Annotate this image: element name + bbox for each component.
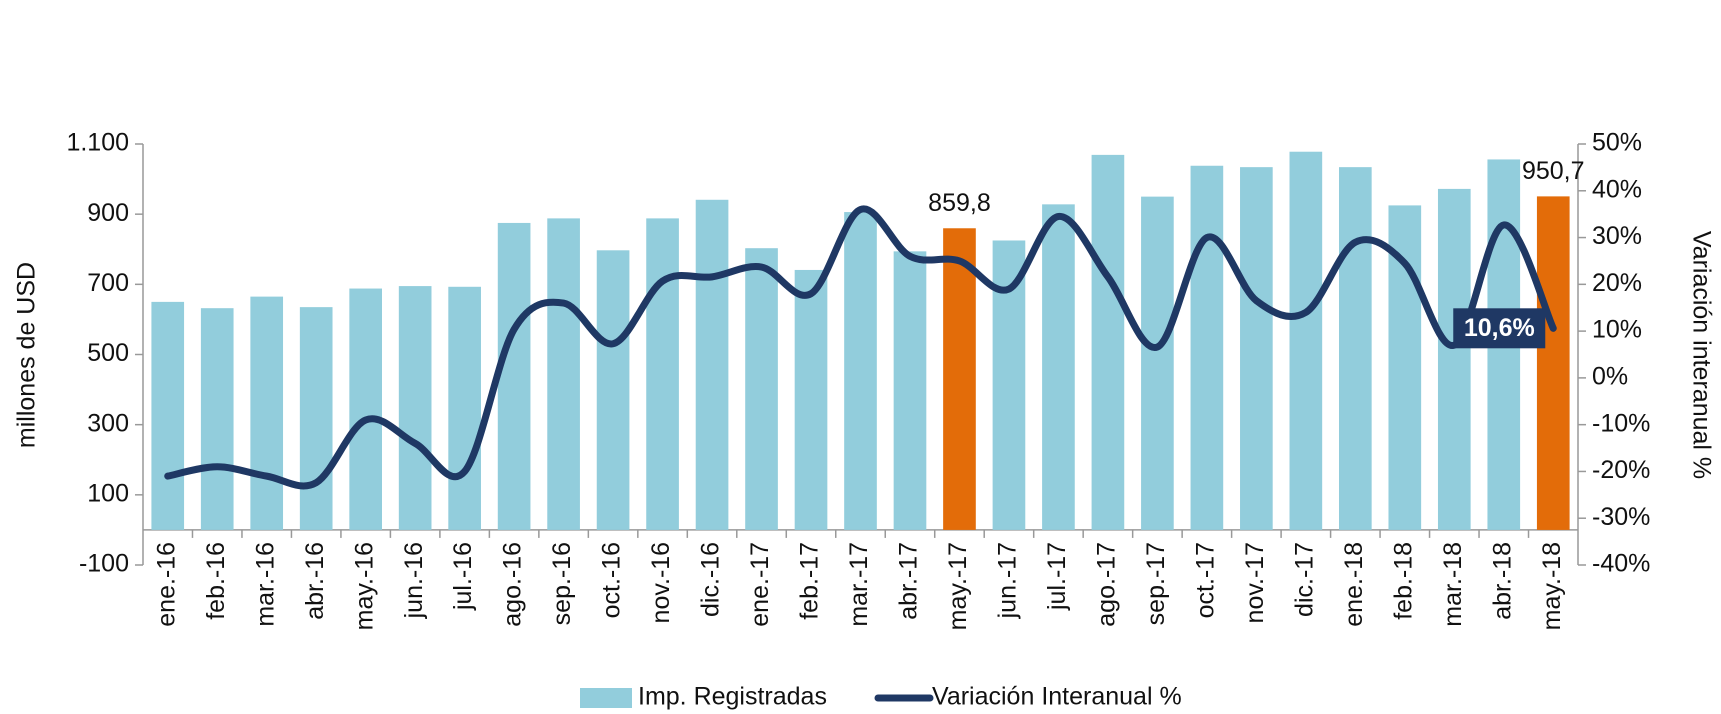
x-tick-label: jun.-17 — [994, 542, 1022, 619]
bar — [448, 286, 481, 530]
y2-tick-label: -40% — [1592, 550, 1650, 578]
x-tick-label: mar.-17 — [845, 542, 873, 627]
x-tick-label: may.-18 — [1538, 542, 1566, 630]
legend-label: Imp. Registradas — [638, 683, 827, 711]
x-tick-label: abr.-18 — [1488, 542, 1516, 620]
bar — [1289, 151, 1323, 530]
x-tick-label: nov.-17 — [1241, 542, 1269, 624]
bar — [547, 218, 580, 530]
x-tick-label: mar.-16 — [251, 542, 279, 627]
bar — [1190, 165, 1224, 530]
y2-tick-label: 50% — [1592, 129, 1642, 157]
bar — [646, 218, 679, 530]
y2-tick-label: 0% — [1592, 362, 1628, 390]
x-tick-label: may.-16 — [350, 542, 378, 630]
bar — [844, 212, 877, 530]
x-tick-label: ene.-16 — [152, 542, 180, 627]
bar — [1240, 167, 1273, 530]
y-axis-label: millones de USD — [13, 262, 41, 448]
bar — [1338, 167, 1372, 530]
bar — [1042, 204, 1075, 530]
y2-tick-label: 20% — [1592, 269, 1642, 297]
bar — [250, 296, 284, 530]
x-tick-label: ene.-17 — [746, 542, 774, 627]
bar — [200, 308, 234, 530]
y2-tick-label: -20% — [1592, 456, 1650, 484]
x-tick-label: sep.-17 — [1142, 542, 1170, 625]
x-tick-label: may.-17 — [944, 542, 972, 630]
bar — [1536, 196, 1570, 530]
x-tick-label: jul.-16 — [449, 542, 477, 611]
bar — [299, 307, 333, 530]
x-tick-label: oct.-17 — [1191, 542, 1219, 618]
bar — [943, 228, 976, 530]
y-tick-label: 900 — [87, 199, 129, 227]
y-tick-label: 300 — [87, 409, 129, 437]
x-tick-label: jun.-16 — [400, 542, 428, 619]
x-tick-label: feb.-18 — [1389, 542, 1417, 620]
bar — [745, 248, 778, 530]
bar — [1091, 154, 1125, 530]
bar-value-label: 950,7 — [1522, 157, 1585, 185]
bar — [349, 288, 383, 530]
y-tick-label: 100 — [87, 479, 129, 507]
y2-axis-label: Variación interanual % — [1687, 231, 1715, 479]
x-tick-label: abr.-16 — [301, 542, 329, 620]
bar — [596, 250, 630, 530]
bar — [151, 301, 185, 530]
bar — [1437, 188, 1471, 530]
y2-tick-label: 10% — [1592, 316, 1642, 344]
x-tick-label: abr.-17 — [895, 542, 923, 620]
x-tick-label: jul.-17 — [1043, 542, 1071, 611]
line — [164, 205, 1557, 490]
x-tick-label: ago.-16 — [499, 542, 527, 627]
x-tick-label: ago.-17 — [1093, 542, 1121, 627]
x-tick-label: dic.-17 — [1290, 542, 1318, 617]
x-tick-label: dic.-16 — [697, 542, 725, 617]
x-tick-label: feb.-17 — [796, 542, 824, 620]
x-tick-label: ene.-18 — [1340, 542, 1368, 627]
bar — [1141, 196, 1174, 530]
x-tick-label: oct.-16 — [598, 542, 626, 618]
y2-tick-label: 40% — [1592, 175, 1642, 203]
y2-tick-label: -30% — [1592, 503, 1650, 531]
bar-value-label: 859,8 — [928, 189, 991, 217]
bar — [794, 269, 828, 530]
line-value-label: 10,6% — [1464, 314, 1535, 342]
x-tick-label: feb.-16 — [202, 542, 230, 620]
y-tick-label: -100 — [79, 550, 129, 578]
x-tick-label: sep.-16 — [548, 542, 576, 625]
bar — [497, 222, 531, 530]
line-label-box — [1453, 308, 1546, 349]
x-tick-label: mar.-18 — [1439, 542, 1467, 627]
y-tick-label: 700 — [87, 269, 129, 297]
bar — [992, 240, 1026, 530]
bar — [893, 251, 927, 530]
legend-label: Variación Interanual % — [932, 683, 1182, 711]
y-tick-label: 500 — [87, 339, 129, 367]
x-tick-label: nov.-16 — [647, 542, 675, 624]
legend-swatch — [580, 688, 632, 708]
y2-tick-label: -10% — [1592, 409, 1650, 437]
bar — [695, 199, 729, 530]
y-tick-label: 1.100 — [66, 129, 129, 157]
y2-tick-label: 30% — [1592, 222, 1642, 250]
bar — [398, 286, 432, 530]
